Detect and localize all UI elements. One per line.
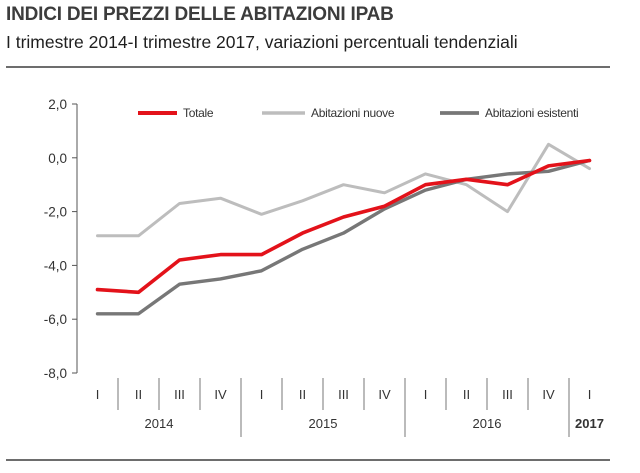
x-quarter-label: I bbox=[588, 387, 592, 402]
series-layer bbox=[95, 142, 592, 316]
bottom-rule bbox=[6, 459, 610, 461]
y-axis: 2,0 0,0 -2,0 -4,0 -6,0 -8,0 bbox=[44, 97, 78, 381]
legend-label: Abitazioni nuove bbox=[311, 106, 395, 120]
x-year-label: 2016 bbox=[473, 416, 502, 431]
y-tick-label: 0,0 bbox=[48, 151, 67, 166]
y-tick-label: -2,0 bbox=[44, 205, 67, 220]
x-quarter-label: I bbox=[424, 387, 428, 402]
x-quarter-label: III bbox=[174, 387, 185, 402]
legend-label: Totale bbox=[183, 106, 214, 120]
x-quarter-label: IV bbox=[542, 387, 555, 402]
series-line-totale bbox=[95, 158, 592, 295]
x-quarter-label: II bbox=[135, 387, 142, 402]
legend-label: Abitazioni esistenti bbox=[485, 106, 578, 120]
x-quarter-label: IV bbox=[214, 387, 227, 402]
series-line-abitazioni-esistenti bbox=[95, 158, 592, 316]
x-year-label: 2017 bbox=[575, 416, 604, 431]
x-quarter-label: III bbox=[502, 387, 513, 402]
x-quarter-label: II bbox=[299, 387, 306, 402]
legend: Totale Abitazioni nuove Abitazioni esisten… bbox=[138, 106, 579, 120]
chart-subtitle: I trimestre 2014-I trimestre 2017, varia… bbox=[6, 32, 518, 52]
y-tick-label: -8,0 bbox=[44, 366, 67, 381]
y-tick-label: 2,0 bbox=[48, 97, 67, 112]
x-quarter-label: I bbox=[96, 387, 100, 402]
x-year-label: 2015 bbox=[309, 416, 338, 431]
series-line-abitazioni-nuove bbox=[96, 142, 591, 238]
x-quarter-label: I bbox=[260, 387, 264, 402]
top-rule bbox=[6, 66, 610, 68]
x-quarter-label: IV bbox=[378, 387, 391, 402]
x-quarter-label: III bbox=[338, 387, 349, 402]
y-tick-label: -4,0 bbox=[44, 258, 67, 273]
x-year-label: 2014 bbox=[145, 416, 174, 431]
x-quarter-label: II bbox=[463, 387, 470, 402]
chart-title: INDICI DEI PREZZI DELLE ABITAZIONI IPAB bbox=[6, 4, 394, 25]
y-tick-label: -6,0 bbox=[44, 312, 67, 327]
